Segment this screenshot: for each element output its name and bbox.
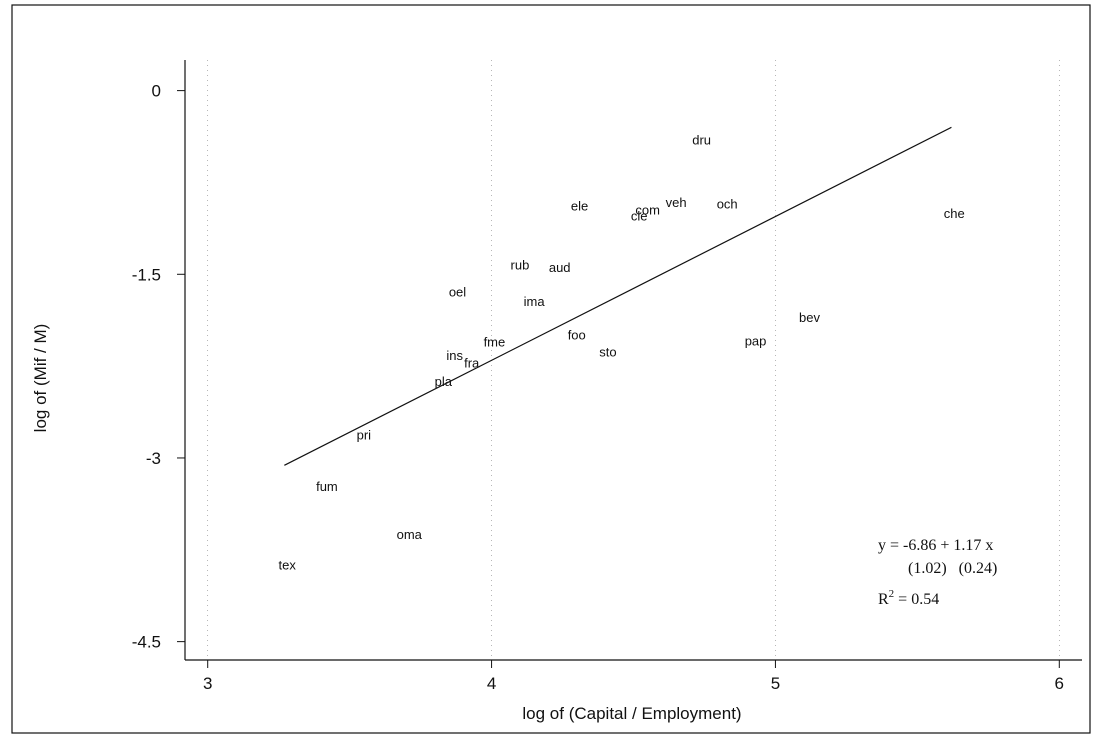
point-aud: aud — [549, 260, 571, 275]
x-tick-label-2: 5 — [771, 674, 780, 693]
point-com: com — [635, 202, 660, 217]
point-oel: oel — [449, 284, 466, 299]
point-fra: fra — [464, 355, 480, 370]
r-squared-symbol: R — [878, 591, 889, 608]
x-ticks: 3 4 5 6 — [203, 660, 1064, 693]
point-rub: rub — [511, 257, 530, 272]
x-tick-label-3: 6 — [1055, 674, 1064, 693]
point-fme: fme — [484, 335, 506, 350]
y-tick-label-2: -3 — [146, 449, 161, 468]
y-tick-label-1: -1.5 — [132, 265, 161, 284]
point-ima: ima — [524, 294, 546, 309]
point-tex: tex — [279, 557, 297, 572]
point-cle: cle — [631, 209, 648, 224]
regression-line — [284, 126, 952, 466]
point-ins: ins — [446, 348, 463, 363]
y-ticks: 0 -1.5 -3 -4.5 — [132, 82, 185, 652]
point-sto: sto — [599, 344, 616, 359]
point-ele: ele — [571, 199, 588, 214]
r-squared-value: = 0.54 — [894, 591, 939, 608]
point-pri: pri — [357, 428, 372, 443]
point-dru: dru — [692, 133, 711, 148]
regression-equation: y = -6.86 + 1.17 x (1.02) (0.24) R2 = 0.… — [878, 537, 997, 608]
point-och: och — [717, 196, 738, 211]
equation-line: y = -6.86 + 1.17 x — [878, 537, 993, 554]
point-pap: pap — [745, 333, 767, 348]
grid — [207, 60, 1060, 660]
point-che: che — [944, 206, 965, 221]
point-veh: veh — [666, 195, 687, 210]
x-axis-label: log of (Capital / Employment) — [522, 704, 741, 723]
y-axis-label: log of (Mif / M) — [31, 324, 50, 433]
figure-frame — [11, 4, 1091, 734]
r-squared-line: R2 = 0.54 — [878, 588, 939, 608]
point-pla: pla — [435, 374, 453, 389]
point-oma: oma — [397, 527, 423, 542]
standard-errors-line: (1.02) (0.24) — [908, 560, 997, 577]
point-bev: bev — [799, 310, 820, 325]
y-tick-label-0: 0 — [152, 82, 161, 101]
point-fum: fum — [316, 479, 338, 494]
r-squared-superscript: 2 — [889, 588, 895, 600]
y-tick-label-3: -4.5 — [132, 633, 161, 652]
point-foo: foo — [568, 327, 586, 342]
x-tick-label-1: 4 — [487, 674, 496, 693]
x-tick-label-0: 3 — [203, 674, 212, 693]
